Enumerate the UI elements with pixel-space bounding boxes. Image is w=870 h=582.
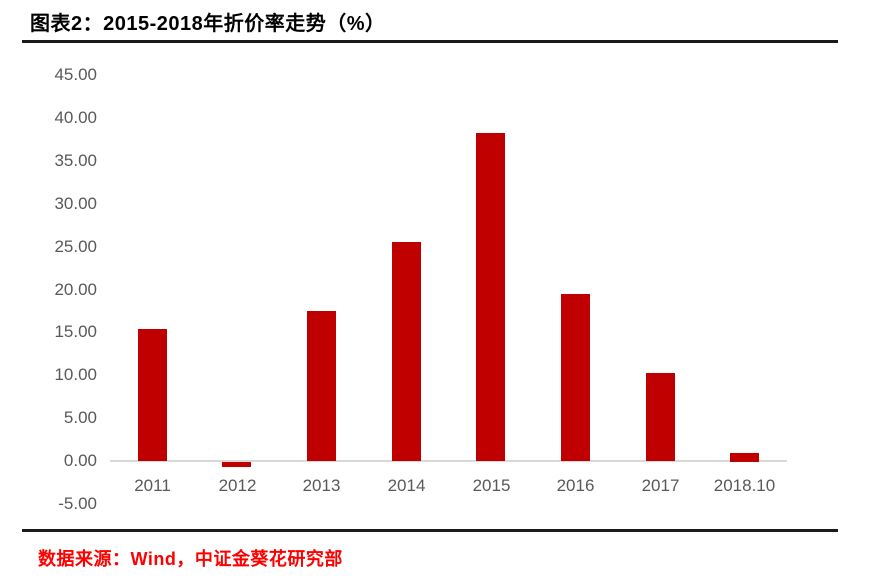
y-tick-label: 15.00 [54, 322, 97, 342]
y-tick-label: -5.00 [58, 494, 97, 513]
bar-2018.10 [730, 453, 759, 462]
y-tick-label: 40.00 [54, 107, 97, 127]
bar-2012 [222, 462, 251, 467]
bar-2015 [476, 133, 505, 461]
y-tick-label: 20.00 [54, 279, 97, 299]
x-tick-label: 2017 [641, 476, 680, 495]
bar-2016 [561, 294, 590, 461]
bottom-divider-line [22, 529, 838, 532]
y-tick-label: 45.00 [54, 65, 97, 84]
y-tick-label: 10.00 [54, 365, 97, 385]
x-tick-label: 2011 [134, 476, 171, 495]
y-tick-label: 25.00 [54, 236, 97, 256]
y-tick-label: 0.00 [63, 451, 97, 471]
x-axis-line [110, 460, 787, 462]
bar-2013 [307, 311, 336, 461]
x-tick-label: 2014 [387, 476, 426, 495]
bar-2014 [392, 242, 421, 461]
x-tick-label: 2015 [472, 476, 511, 495]
y-tick-label: 30.00 [54, 193, 97, 213]
x-tick-label: 2018.10 [713, 476, 776, 495]
x-tick-label: 2012 [218, 476, 257, 495]
y-tick-label: 35.00 [54, 150, 97, 170]
top-divider-line [22, 40, 838, 43]
y-tick-label: 5.00 [63, 408, 97, 428]
bar-2011 [138, 329, 167, 461]
source-note: 数据来源：Wind，中证金葵花研究部 [38, 549, 343, 569]
chart-title: 图表2：2015-2018年折价率走势（%） [30, 13, 386, 35]
bar-2017 [646, 373, 675, 461]
x-tick-label: 2016 [556, 476, 595, 495]
x-tick-label: 2013 [302, 476, 341, 495]
